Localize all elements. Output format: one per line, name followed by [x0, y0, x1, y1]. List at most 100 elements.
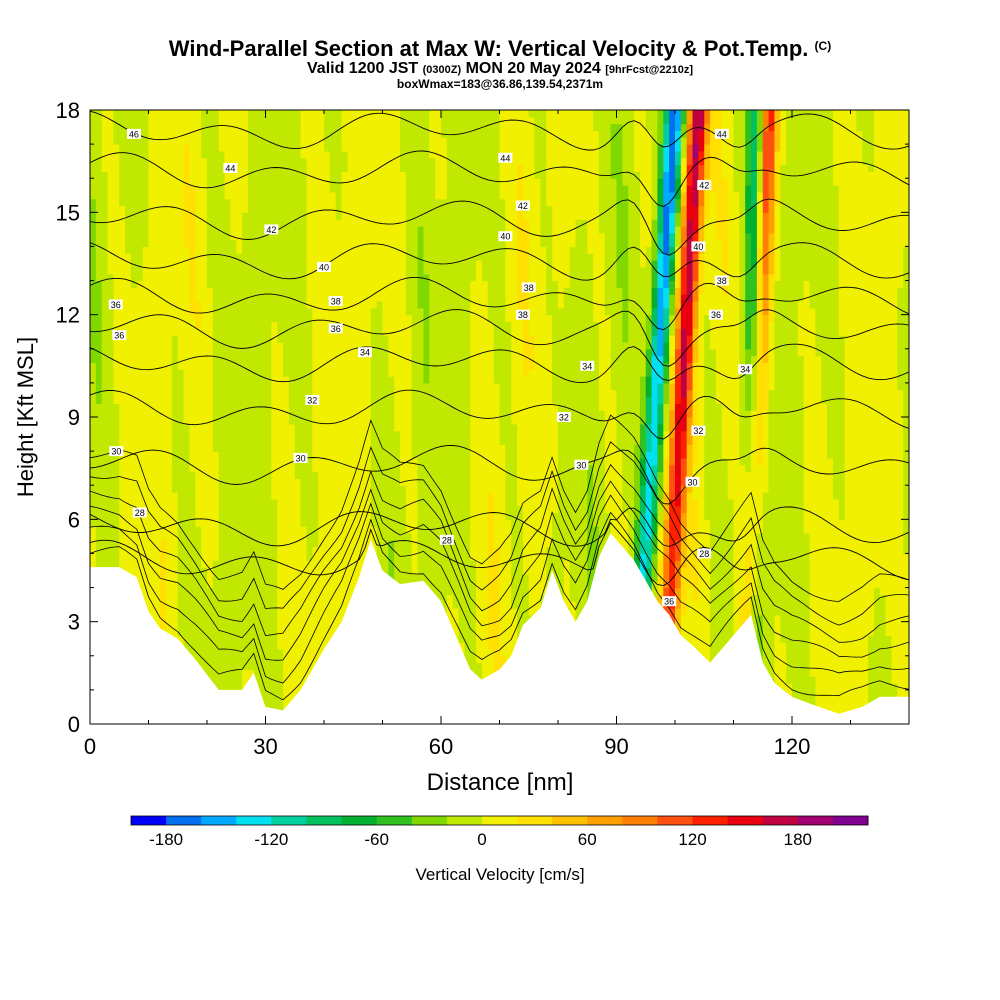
- w-cell: [364, 144, 372, 152]
- w-cell: [324, 594, 331, 602]
- w-cell: [101, 369, 109, 377]
- w-cell: [271, 417, 278, 425]
- w-cell: [242, 642, 249, 650]
- w-cell: [113, 164, 120, 172]
- w-cell: [259, 519, 267, 527]
- w-cell: [353, 471, 360, 479]
- w-cell: [242, 662, 249, 671]
- w-cell: [177, 519, 185, 527]
- w-cell: [201, 328, 208, 336]
- w-cell: [189, 505, 196, 514]
- w-cell: [294, 164, 302, 172]
- w-cell: [318, 410, 325, 418]
- w-cell: [90, 246, 97, 254]
- w-cell: [394, 253, 401, 261]
- w-cell: [400, 437, 407, 445]
- w-cell: [136, 253, 144, 261]
- w-cell: [201, 157, 208, 166]
- w-cell: [207, 191, 214, 200]
- w-cell: [347, 150, 354, 159]
- w-cell: [113, 423, 120, 432]
- w-cell: [312, 553, 319, 561]
- w-cell: [335, 348, 343, 357]
- w-cell: [277, 505, 284, 514]
- w-cell: [113, 191, 120, 200]
- w-cell: [207, 403, 214, 411]
- w-cell: [136, 573, 144, 582]
- w-cell: [306, 369, 313, 377]
- w-cell: [329, 505, 337, 514]
- subtitle-valid-time: Valid 1200 JST: [307, 60, 423, 77]
- w-cell: [119, 485, 126, 493]
- w-cell: [259, 225, 267, 234]
- w-cell: [347, 464, 354, 473]
- w-cell: [265, 498, 272, 507]
- w-cell: [364, 130, 372, 138]
- w-cell: [335, 546, 343, 555]
- w-cell: [166, 321, 173, 329]
- w-cell: [224, 137, 231, 145]
- w-cell: [253, 642, 261, 650]
- w-cell: [364, 191, 372, 200]
- w-cell: [324, 253, 331, 261]
- w-cell: [107, 273, 114, 282]
- w-cell: [353, 294, 360, 302]
- w-cell: [195, 601, 202, 609]
- w-cell: [277, 437, 284, 445]
- w-cell: [142, 314, 150, 323]
- w-cell: [177, 137, 185, 145]
- w-cell: [364, 430, 372, 439]
- w-cell: [242, 362, 249, 370]
- w-cell: [247, 335, 255, 343]
- w-cell: [160, 280, 167, 288]
- w-cell: [253, 587, 261, 595]
- w-cell: [324, 498, 331, 507]
- w-cell: [288, 560, 296, 568]
- w-cell: [324, 492, 331, 500]
- w-cell: [171, 205, 179, 213]
- w-cell: [195, 621, 202, 630]
- w-cell: [324, 144, 331, 152]
- w-cell: [318, 382, 325, 391]
- w-cell: [183, 266, 191, 275]
- w-cell: [107, 546, 114, 555]
- w-cell: [306, 355, 313, 364]
- w-cell: [95, 410, 103, 418]
- w-cell: [212, 294, 220, 302]
- w-cell: [318, 594, 325, 602]
- w-cell: [318, 614, 325, 623]
- w-cell: [195, 464, 202, 473]
- w-cell: [253, 423, 261, 432]
- w-cell: [300, 178, 308, 186]
- w-cell: [242, 451, 249, 459]
- w-cell: [107, 164, 114, 172]
- w-cell: [166, 628, 173, 636]
- w-cell: [113, 362, 120, 370]
- w-cell: [177, 307, 185, 316]
- w-cell: [189, 123, 196, 132]
- w-cell: [90, 492, 97, 500]
- w-cell: [388, 423, 395, 432]
- w-cell: [230, 157, 237, 166]
- w-cell: [195, 560, 202, 568]
- w-cell: [318, 519, 325, 527]
- w-cell: [341, 471, 348, 479]
- w-cell: [142, 560, 150, 568]
- w-cell: [201, 382, 208, 391]
- w-cell: [101, 437, 109, 445]
- w-cell: [376, 532, 384, 541]
- w-cell: [236, 287, 243, 295]
- w-cell: [95, 389, 103, 398]
- w-cell: [201, 423, 208, 432]
- w-cell: [288, 655, 296, 664]
- w-cell: [166, 157, 173, 166]
- w-cell: [125, 423, 132, 432]
- w-cell: [288, 123, 296, 132]
- w-cell: [107, 246, 114, 254]
- w-cell: [148, 560, 155, 568]
- w-cell: [265, 444, 272, 452]
- w-cell: [242, 246, 249, 254]
- w-cell: [148, 130, 155, 138]
- w-cell: [148, 246, 155, 254]
- w-cell: [335, 110, 343, 118]
